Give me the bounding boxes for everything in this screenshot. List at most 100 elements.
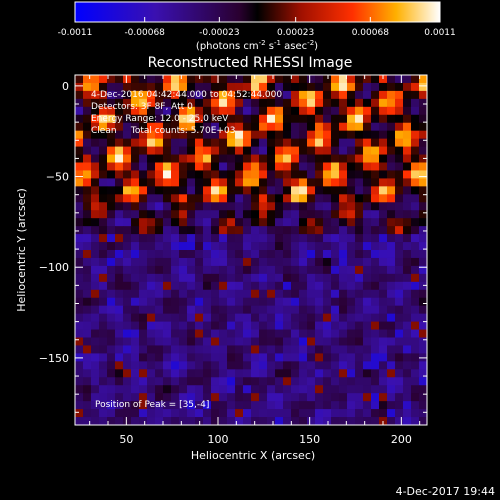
heatmap-cell: [299, 281, 308, 291]
heatmap-cell: [75, 194, 84, 203]
heatmap-cell: [403, 186, 412, 195]
heatmap-cell: [203, 234, 212, 243]
heatmap-cell: [107, 297, 116, 307]
heatmap-cell: [331, 130, 340, 140]
heatmap-cell: [219, 369, 228, 378]
heatmap-cell: [107, 409, 116, 418]
heatmap-cell: [171, 289, 180, 299]
heatmap-cell: [251, 305, 260, 315]
heatmap-cell: [299, 146, 308, 155]
heatmap-cell: [187, 226, 196, 235]
heatmap-cell: [347, 202, 356, 211]
heatmap-cell: [219, 377, 228, 386]
heatmap-cell: [291, 305, 300, 315]
heatmap-cell: [267, 313, 276, 322]
heatmap-cell: [115, 329, 124, 338]
heatmap-cell: [323, 361, 332, 370]
heatmap-cell: [387, 409, 396, 418]
heatmap-cell: [139, 122, 148, 132]
heatmap-cell: [379, 321, 388, 330]
heatmap-cell: [331, 297, 340, 307]
heatmap-cell: [99, 409, 108, 418]
heatmap-cell: [155, 369, 164, 378]
heatmap-cell: [339, 313, 348, 322]
heatmap-cell: [371, 75, 380, 84]
heatmap-cell: [131, 170, 140, 179]
heatmap-cell: [371, 194, 380, 203]
heatmap-cell: [115, 313, 124, 322]
heatmap-cell: [355, 321, 364, 330]
heatmap-cell: [227, 178, 236, 187]
heatmap-cell: [219, 337, 228, 346]
heatmap-cell: [251, 186, 260, 195]
heatmap-cell: [363, 305, 372, 315]
heatmap-cell: [419, 369, 428, 378]
heatmap-cell: [331, 178, 340, 187]
heatmap-cell: [307, 146, 316, 155]
heatmap-cell: [339, 409, 348, 418]
heatmap-cell: [99, 146, 108, 155]
heatmap-cell: [387, 369, 396, 378]
heatmap-cell: [403, 234, 412, 243]
heatmap-cell: [283, 345, 292, 354]
heatmap-cell: [187, 82, 196, 92]
heatmap-cell: [91, 250, 100, 259]
heatmap-cell: [419, 146, 428, 155]
heatmap-cell: [299, 90, 308, 100]
heatmap-cell: [91, 210, 100, 219]
heatmap-cell: [371, 417, 380, 426]
heatmap-cell: [83, 234, 92, 243]
heatmap-cell: [291, 417, 300, 426]
heatmap-cell: [243, 162, 252, 171]
heatmap-cell: [411, 377, 420, 386]
x-axis-label: Heliocentric X (arcsec): [191, 449, 315, 462]
heatmap-cell: [219, 345, 228, 354]
heatmap-cell: [411, 417, 420, 426]
heatmap-cell: [75, 218, 84, 227]
heatmap-cell: [107, 75, 116, 84]
heatmap-cell: [243, 186, 252, 195]
heatmap-cell: [267, 361, 276, 370]
chart-title: Reconstructed RHESSI Image: [148, 55, 353, 71]
heatmap-cell: [163, 321, 172, 330]
heatmap-cell: [403, 130, 412, 140]
heatmap-cell: [387, 194, 396, 203]
heatmap-cell: [235, 353, 244, 362]
heatmap-cell: [387, 186, 396, 195]
heatmap-cell: [355, 82, 364, 92]
heatmap-cell: [171, 250, 180, 259]
heatmap-cell: [379, 377, 388, 386]
heatmap-cell: [155, 345, 164, 354]
heatmap-cell: [123, 130, 132, 140]
heatmap-cell: [395, 289, 404, 299]
heatmap-cell: [315, 409, 324, 418]
heatmap-cell: [131, 75, 140, 84]
heatmap-cell: [139, 377, 148, 386]
heatmap-cell: [147, 178, 156, 187]
heatmap-cell: [355, 130, 364, 140]
heatmap-cell: [91, 202, 100, 211]
heatmap-cell: [155, 130, 164, 140]
heatmap-cell: [155, 281, 164, 291]
heatmap-cell: [243, 202, 252, 211]
heatmap-cell: [347, 194, 356, 203]
heatmap-cell: [91, 114, 100, 124]
heatmap-cell: [211, 321, 220, 330]
heatmap-cell: [243, 122, 252, 132]
heatmap-cell: [371, 226, 380, 235]
heatmap-cell: [403, 75, 412, 84]
heatmap-cell: [91, 313, 100, 322]
heatmap-cell: [187, 98, 196, 108]
heatmap-cell: [243, 345, 252, 354]
heatmap-cell: [347, 106, 356, 116]
heatmap-cell: [219, 210, 228, 219]
heatmap-cell: [315, 75, 324, 84]
heatmap-cell: [187, 369, 196, 378]
heatmap-cell: [339, 170, 348, 179]
heatmap-cell: [339, 345, 348, 354]
heatmap-cell: [363, 401, 372, 410]
heatmap-cell: [75, 122, 84, 132]
heatmap-cell: [267, 289, 276, 299]
heatmap-cell: [243, 409, 252, 418]
heatmap-cell: [211, 250, 220, 259]
